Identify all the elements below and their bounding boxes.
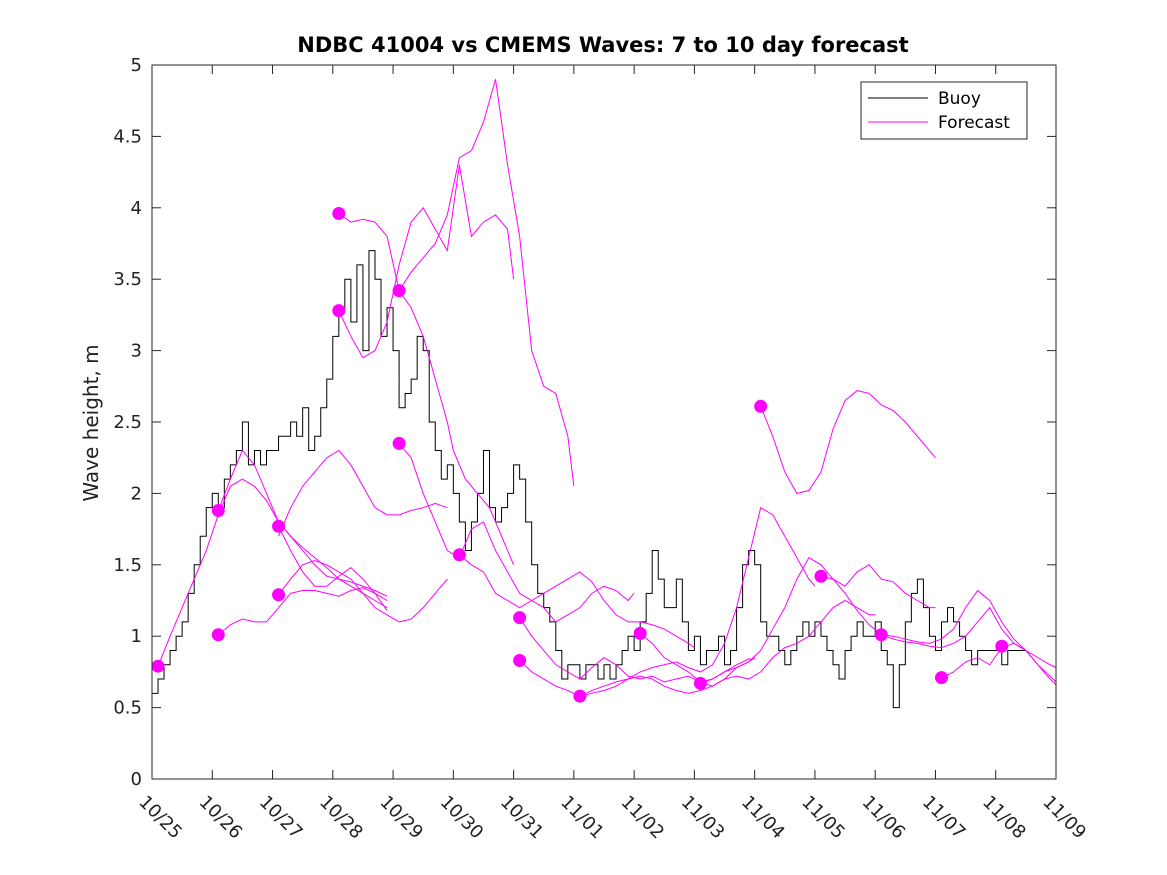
forecast-series-line-5 <box>278 559 448 623</box>
y-tick-label: 1 <box>131 626 142 647</box>
forecast-start-marker <box>151 659 165 673</box>
forecast-start-marker <box>272 519 286 533</box>
forecast-series-line-15 <box>639 599 876 687</box>
forecast-series-line-4 <box>278 526 388 611</box>
forecast-start-marker <box>211 628 225 642</box>
y-tick-label: 4.5 <box>113 126 142 147</box>
forecast-start-marker <box>272 588 286 602</box>
forecast-start-marker <box>995 639 1009 653</box>
y-tick-label: 3 <box>131 341 142 362</box>
forecast-start-marker <box>814 569 828 583</box>
forecast-start-marker <box>633 626 647 640</box>
legend: Buoy Forecast <box>860 81 1028 140</box>
y-axis-label: Wave height, m <box>79 344 103 501</box>
forecast-start-marker <box>332 207 346 221</box>
forecast-start-marker <box>332 304 346 318</box>
forecast-start-marker <box>513 653 527 667</box>
forecast-start-marker <box>934 671 948 685</box>
y-tick-label: 0 <box>131 769 142 790</box>
forecast-series-line-10 <box>398 443 635 623</box>
forecast-series-line-9 <box>398 79 575 487</box>
forecast-series-line-2 <box>217 449 388 609</box>
forecast-series-line-11 <box>459 554 695 649</box>
forecast-start-marker <box>874 628 888 642</box>
forecast-start-marker <box>452 548 466 562</box>
legend-buoy-label: Buoy <box>938 89 981 109</box>
forecast-series-line-7 <box>338 213 515 565</box>
forecast-start-marker <box>513 611 527 625</box>
forecast-start-marker <box>754 399 768 413</box>
forecast-start-marker <box>392 284 406 298</box>
forecast-start-marker <box>573 689 587 703</box>
forecast-series-line-17 <box>760 390 936 494</box>
chart-title: NDBC 41004 vs CMEMS Waves: 7 to 10 day f… <box>297 33 908 57</box>
forecast-series-line-14 <box>579 506 816 697</box>
buoy-series-line <box>152 250 1026 709</box>
y-tick-label: 4 <box>131 198 142 219</box>
forecast-start-marker <box>693 676 707 690</box>
legend-box <box>860 81 1028 140</box>
y-tick-label: 5 <box>131 55 142 76</box>
forecast-series-line-6 <box>278 449 448 537</box>
legend-forecast-label: Forecast <box>938 113 1010 133</box>
forecast-series-line-16 <box>700 556 936 684</box>
y-tick-label: 1.5 <box>113 555 142 576</box>
y-tick-label: 2 <box>131 483 142 504</box>
y-tick-label: 3.5 <box>113 269 142 290</box>
plot-area <box>151 79 1057 709</box>
y-tick-label: 2.5 <box>113 412 142 433</box>
forecast-series-line-8 <box>338 164 515 359</box>
forecast-start-marker <box>392 436 406 450</box>
y-tick-label: 0.5 <box>113 698 142 719</box>
forecast-start-marker <box>211 504 225 518</box>
